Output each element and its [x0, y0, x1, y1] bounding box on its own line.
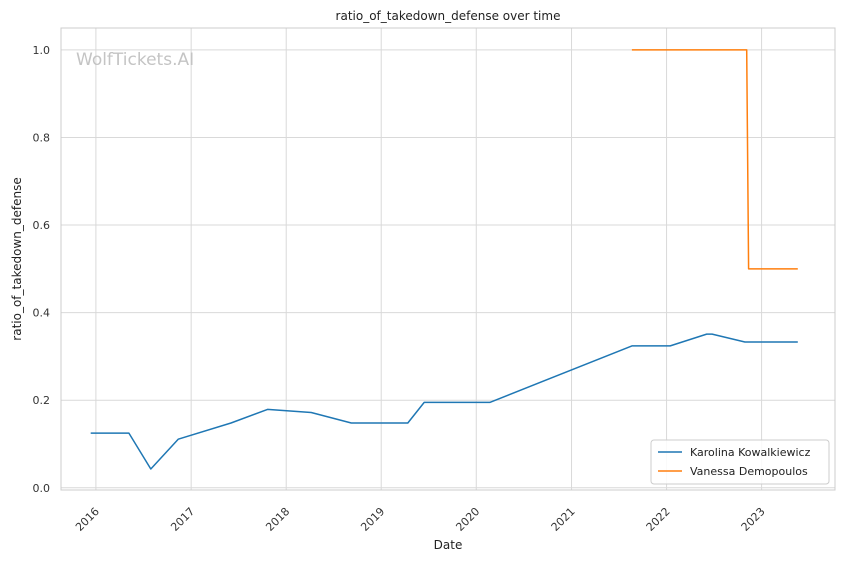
grid: [61, 28, 835, 490]
legend: Karolina Kowalkiewicz Vanessa Demopoulos: [650, 439, 830, 485]
series-line-karolina-kowalkiewicz: [90, 333, 798, 470]
y-axis-label: ratio_of_takedown_defense: [10, 177, 24, 340]
y-tick-labels: 0.0 0.2 0.4 0.6 0.8 1.0: [33, 44, 51, 495]
y-tick-label: 0.0: [33, 482, 51, 495]
y-tick-label: 0.4: [33, 307, 51, 320]
series-line-vanessa-demopoulos: [631, 49, 798, 270]
x-axis-label: Date: [434, 538, 463, 552]
y-tick-label: 1.0: [33, 44, 51, 57]
legend-box: [650, 439, 830, 485]
legend-label-karolina-kowalkiewicz: Karolina Kowalkiewicz: [690, 446, 811, 459]
series-layer: [90, 49, 798, 470]
plot-frame: [60, 27, 836, 491]
y-tick-label: 0.2: [33, 394, 51, 407]
chart-title: ratio_of_takedown_defense over time: [336, 9, 561, 23]
y-tick-label: 0.6: [33, 219, 51, 232]
legend-label-vanessa-demopoulos: Vanessa Demopoulos: [690, 465, 808, 478]
watermark: WolfTickets.AI: [76, 50, 194, 70]
y-tick-label: 0.8: [33, 131, 51, 144]
